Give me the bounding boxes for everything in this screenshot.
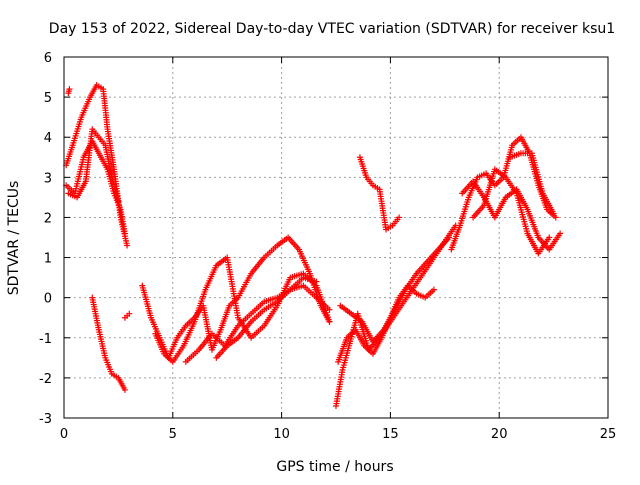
series-track-d bbox=[65, 86, 73, 97]
series-track-e bbox=[89, 294, 128, 393]
data-point bbox=[557, 230, 564, 237]
plot-frame bbox=[63, 56, 609, 419]
series-track-n bbox=[356, 154, 403, 233]
series-track-h bbox=[152, 254, 333, 365]
x-tick-label: 0 bbox=[60, 427, 68, 442]
data-point bbox=[326, 318, 333, 325]
y-tick-label: 1 bbox=[44, 252, 52, 267]
x-tick-label: 25 bbox=[600, 427, 617, 442]
data-point bbox=[313, 278, 320, 285]
y-tick-label: 3 bbox=[44, 171, 52, 186]
data-point bbox=[126, 310, 133, 317]
series-track-l bbox=[335, 282, 437, 365]
y-tick-label: -2 bbox=[39, 372, 52, 387]
y-tick-label: 2 bbox=[44, 211, 52, 226]
chart-title: Day 153 of 2022, Sidereal Day-to-day VTE… bbox=[49, 21, 615, 37]
series-track-r bbox=[507, 150, 557, 217]
x-axis-label: GPS time / hours bbox=[276, 459, 393, 475]
data-point bbox=[552, 214, 559, 221]
y-tick-label: 6 bbox=[44, 51, 52, 66]
series-track-b bbox=[63, 138, 128, 237]
y-axis-label: SDTVAR / TECUs bbox=[6, 181, 22, 296]
series-track-c bbox=[65, 126, 122, 205]
series-track-q bbox=[470, 166, 553, 257]
x-tick-label: 15 bbox=[382, 427, 399, 442]
series-track-a bbox=[63, 82, 131, 249]
y-tick-label: -3 bbox=[39, 412, 52, 427]
y-tick-label: 5 bbox=[44, 91, 52, 106]
x-tick-label: 5 bbox=[169, 427, 177, 442]
series-track-f bbox=[121, 310, 133, 321]
y-tick-label: 4 bbox=[44, 131, 52, 146]
data-point bbox=[546, 234, 553, 241]
y-tick-label: -1 bbox=[39, 332, 52, 347]
series-track-i bbox=[182, 282, 333, 365]
data-point bbox=[326, 306, 333, 313]
data-point bbox=[121, 386, 128, 393]
series-track-o bbox=[448, 134, 559, 253]
data-point bbox=[121, 230, 128, 237]
data-point bbox=[115, 198, 122, 205]
y-tick-label: 0 bbox=[44, 292, 52, 307]
series-track-m bbox=[337, 234, 453, 345]
data-point bbox=[446, 234, 453, 241]
x-tick-label: 20 bbox=[491, 427, 508, 442]
grid bbox=[64, 57, 608, 418]
data-point bbox=[66, 86, 73, 93]
series-track-j bbox=[213, 274, 320, 361]
data-point bbox=[550, 210, 557, 217]
data-point bbox=[124, 242, 131, 249]
axes: 0 5 10 15 20 25 -3 -2 -1 0 1 2 3 4 5 6 bbox=[39, 51, 616, 442]
data-points bbox=[63, 82, 564, 409]
data-point bbox=[396, 214, 403, 221]
data-point bbox=[430, 286, 437, 293]
x-tick-label: 10 bbox=[273, 427, 290, 442]
